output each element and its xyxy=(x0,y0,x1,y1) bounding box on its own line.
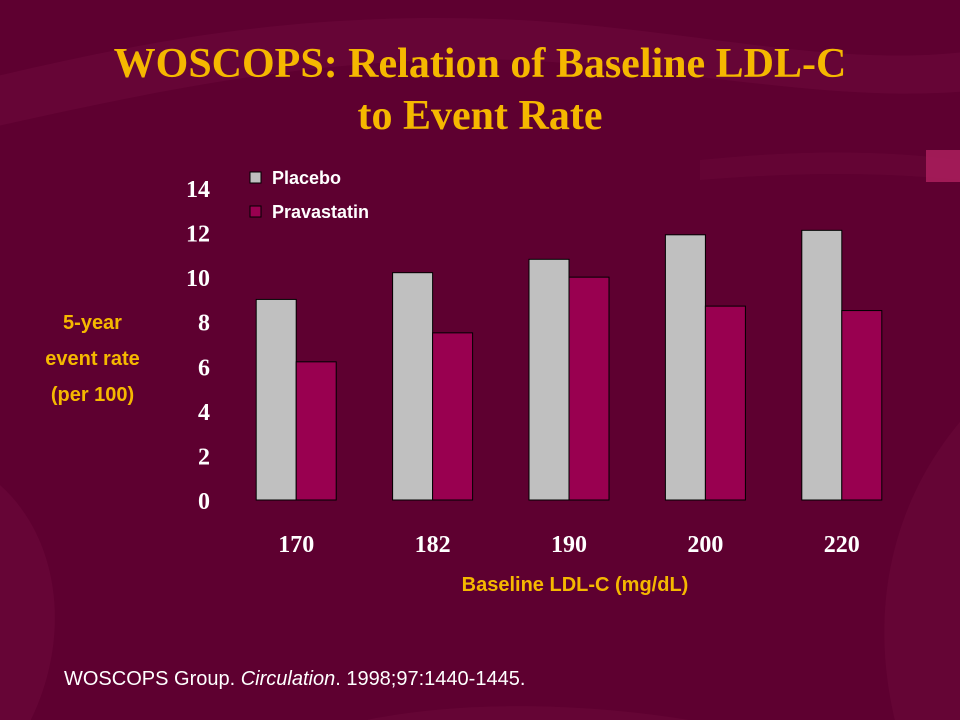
slide-title: WOSCOPS: Relation of Baseline LDL-C to E… xyxy=(0,38,960,142)
bar-placebo-182 xyxy=(392,272,434,501)
legend-swatch-placebo xyxy=(249,171,262,184)
x-tick-label: 182 xyxy=(415,532,451,558)
x-axis-label: Baseline LDL-C (mg/dL) xyxy=(461,574,689,596)
citation-authors: WOSCOPS Group. xyxy=(64,668,236,690)
x-tick-label: 220 xyxy=(824,532,860,558)
y-tick-label: 6 xyxy=(198,355,210,381)
legend-label-pravastatin: Pravastatin xyxy=(272,202,369,222)
y-tick-label: 8 xyxy=(198,311,210,337)
x-tick-label: 200 xyxy=(687,532,723,558)
bar-pravastatin-190 xyxy=(568,276,610,501)
bar-placebo-170 xyxy=(255,298,297,501)
y-axis-label-line-1: 5-year xyxy=(63,312,122,334)
citation: WOSCOPS Group. Circulation. 1998;97:1440… xyxy=(64,668,525,691)
bar-pravastatin-170 xyxy=(295,361,337,501)
y-tick-label: 4 xyxy=(198,400,210,426)
y-tick-label: 14 xyxy=(186,177,210,203)
y-tick-label: 10 xyxy=(186,266,210,292)
y-axis-label-line-3: (per 100) xyxy=(50,384,135,406)
y-tick-label: 0 xyxy=(198,489,210,515)
bar-pravastatin-220 xyxy=(841,310,883,501)
x-tick-label: 170 xyxy=(278,532,314,558)
citation-details: . 1998;97:1440-1445. xyxy=(335,668,526,690)
y-axis-label-line-2: event rate xyxy=(45,348,140,370)
y-axis-label: 5-year event rate (per 100) xyxy=(30,305,155,413)
y-tick-label: 2 xyxy=(198,444,210,470)
citation-journal: Circulation xyxy=(240,668,336,690)
title-line-1: WOSCOPS: Relation of Baseline LDL-C xyxy=(113,41,847,87)
bar-placebo-200 xyxy=(664,234,706,501)
bar-placebo-190 xyxy=(528,258,570,501)
bar-pravastatin-182 xyxy=(432,332,474,501)
x-tick-label: 190 xyxy=(551,532,587,558)
title-line-2: to Event Rate xyxy=(357,93,603,139)
legend-label-placebo: Placebo xyxy=(272,168,341,188)
bar-placebo-220 xyxy=(801,229,843,501)
bar-pravastatin-200 xyxy=(704,305,746,501)
y-tick-label: 12 xyxy=(186,222,210,248)
legend-swatch-pravastatin xyxy=(249,205,262,218)
